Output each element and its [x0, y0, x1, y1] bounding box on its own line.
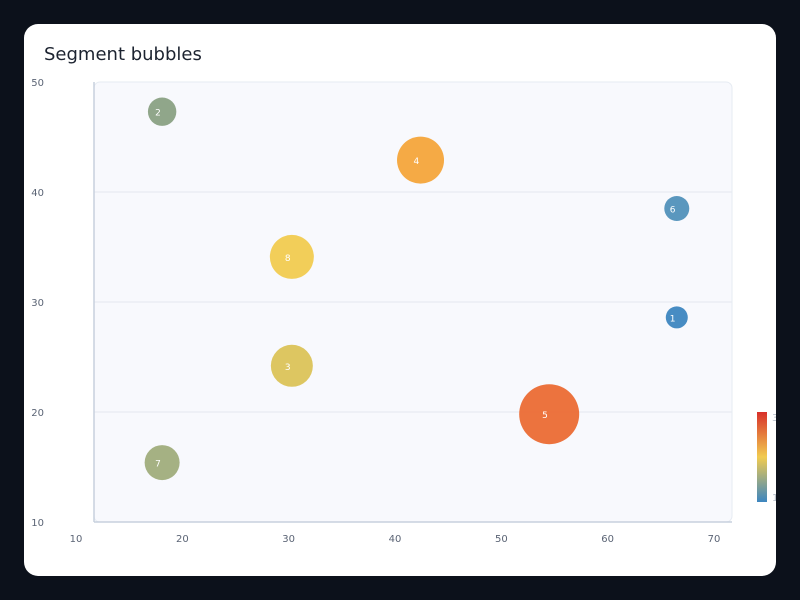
colorbar-max-label: 30	[772, 413, 776, 424]
x-tick-label: 20	[176, 534, 189, 545]
x-tick-label: 10	[70, 534, 83, 545]
bubbles: 1 2 3 4 5 6 7 8	[144, 97, 690, 481]
colorbar-min-label: 10	[772, 493, 776, 504]
x-tick-label: 50	[495, 534, 508, 545]
y-tick-label: 10	[31, 518, 44, 529]
chart-card: Segment bubbles 10 20 30 40 50 10 20 30 40 50 60 7…	[24, 24, 776, 576]
bubble-2[interactable]: 2	[147, 97, 177, 126]
bubble-8[interactable]: 8	[269, 234, 314, 279]
bubble-circle[interactable]	[519, 384, 580, 445]
bubble-chart: 10 20 30 40 50 10 20 30 40 50 60 70 1 2 3 4 5 6 7 8 30 10	[31, 78, 776, 545]
y-tick-label: 20	[31, 408, 44, 419]
bubble-circle[interactable]	[269, 234, 314, 279]
bubble-circle[interactable]	[664, 196, 690, 221]
x-tick-label: 70	[708, 534, 721, 545]
y-tick-label: 30	[31, 298, 44, 309]
bubble-5[interactable]: 5	[519, 384, 580, 445]
bubble-4[interactable]: 4	[397, 136, 445, 184]
x-tick-label: 30	[282, 534, 295, 545]
bubble-circle[interactable]	[397, 136, 445, 184]
bubble-label: 8	[285, 254, 291, 264]
colorbar	[757, 412, 767, 502]
x-tick-label: 60	[601, 534, 614, 545]
bubble-label: 2	[155, 109, 161, 119]
bubble-1[interactable]: 1	[665, 306, 688, 329]
bubble-label: 4	[414, 157, 420, 167]
bubble-6[interactable]: 6	[664, 196, 690, 221]
grid-lines	[94, 191, 732, 413]
bubble-circle[interactable]	[665, 306, 688, 329]
bubble-7[interactable]: 7	[144, 445, 180, 481]
bubble-3[interactable]: 3	[270, 344, 313, 387]
y-tick-label: 40	[31, 188, 44, 199]
bubble-label: 5	[542, 411, 548, 421]
x-tick-labels: 10 20 30 40 50 60 70	[70, 534, 721, 545]
x-tick-label: 40	[389, 534, 402, 545]
y-tick-label: 50	[31, 78, 44, 89]
bubble-circle[interactable]	[270, 344, 313, 387]
bubble-label: 7	[155, 460, 161, 470]
chart-title: Segment bubbles	[44, 44, 202, 65]
bubble-label: 3	[285, 363, 291, 373]
bubble-label: 1	[670, 314, 676, 324]
y-tick-labels: 10 20 30 40 50	[31, 78, 44, 529]
bubble-label: 6	[670, 206, 676, 216]
bubble-circle[interactable]	[147, 97, 177, 126]
bubble-circle[interactable]	[144, 445, 180, 481]
